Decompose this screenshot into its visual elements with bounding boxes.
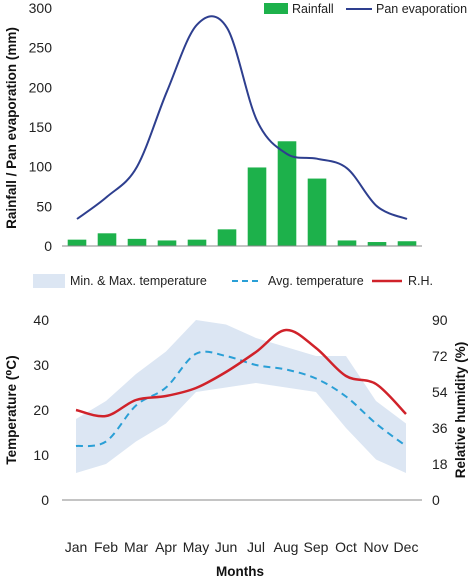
chart1-y-tick-label: 100 [29,159,53,175]
rainfall-bar-oct [337,240,357,246]
chart2-x-ticks: Jan Feb Mar Apr May Jun Jul Aug Sep Oct Nov Dec [65,539,419,555]
rainfall-bar-mar [127,238,147,246]
chart2-right-y-axis-title: Relative humidity (%) [453,342,468,479]
rainfall-bar-nov [367,242,387,246]
chart1-y-tick-label: 250 [29,40,53,56]
rainfall-bar-sep [307,178,327,246]
chart2-x-tick-label: May [183,539,209,555]
chart2-x-tick-label: Aug [274,539,299,555]
chart1-y-tick-label: 0 [44,238,52,254]
legend-min-max-temperature-label: Min. & Max. temperature [70,274,207,288]
legend-rh-label: R.H. [408,274,433,288]
chart2-x-tick-label: Jun [215,539,238,555]
avg-temperature-line [75,350,407,448]
chart2-right-y-tick-label: 0 [432,492,440,508]
legend-min-max-temperature-swatch [33,274,65,288]
chart1-legend: Rainfall Pan evaporation [264,2,467,16]
chart2-x-tick-label: Dec [394,539,419,555]
rainfall-bar-apr [157,240,177,246]
chart1-y-ticks: 0 50 100 150 200 250 300 [29,0,53,254]
chart2-x-tick-label: Apr [155,539,177,555]
rainfall-bar-may [187,239,207,246]
min-max-temperature-band [76,320,406,473]
chart2-left-y-tick-label: 0 [41,492,49,508]
rainfall-bar-feb [97,233,117,246]
chart2-x-tick-label: Sep [304,539,329,555]
chart2-right-y-tick-label: 18 [432,456,448,472]
chart1-y-tick-label: 150 [29,119,53,135]
rainfall-bar-jul [247,167,267,246]
chart2-x-tick-label: Nov [364,539,389,555]
temperature-humidity-chart: Min. & Max. temperature Avg. temperature… [4,274,468,579]
chart1-y-tick-label: 200 [29,79,53,95]
rainfall-bar-jun [217,229,237,246]
chart1-y-tick-label: 50 [36,198,52,214]
chart2-left-y-axis-title: Temperature (⁰C) [4,355,19,464]
legend-rainfall-swatch [264,3,288,14]
legend-pan-evaporation-label: Pan evaporation [376,2,467,16]
chart1-y-axis-title: Rainfall / Pan evaporation (mm) [4,27,19,229]
legend-avg-temperature-label: Avg. temperature [268,274,364,288]
legend-rainfall-label: Rainfall [292,2,334,16]
chart2-x-tick-label: Mar [124,539,148,555]
chart2-x-tick-label: Jul [247,539,265,555]
chart2-left-y-tick-label: 10 [33,447,49,463]
chart2-right-y-tick-label: 90 [432,312,448,328]
chart2-x-tick-label: Feb [94,539,118,555]
rainfall-bar-dec [397,241,417,246]
chart2-x-axis-title: Months [216,564,264,579]
chart2-x-tick-label: Oct [335,539,357,555]
chart2-right-y-tick-label: 36 [432,420,448,436]
relative-humidity-line [75,328,407,418]
chart2-left-y-ticks: 0 10 20 30 40 [33,312,49,508]
chart2-left-y-tick-label: 40 [33,312,49,328]
chart2-left-y-tick-label: 30 [33,357,49,373]
chart2-left-y-tick-label: 20 [33,402,49,418]
chart2-right-y-tick-label: 54 [432,384,448,400]
chart2-x-tick-label: Jan [65,539,88,555]
pan-evaporation-line [76,15,408,220]
rainfall-evaporation-chart: 0 50 100 150 200 250 300 Rainfall / Pan evapor… [4,0,467,254]
chart1-y-tick-label: 300 [29,0,53,16]
chart2-right-y-tick-label: 72 [432,348,448,364]
chart2-right-y-ticks: 0 18 36 54 72 90 [432,312,448,508]
rainfall-bars [67,141,417,246]
chart2-legend: Min. & Max. temperature Avg. temperature… [33,274,433,288]
rainfall-bar-jan [67,239,87,246]
rainfall-bar-aug [277,141,297,246]
